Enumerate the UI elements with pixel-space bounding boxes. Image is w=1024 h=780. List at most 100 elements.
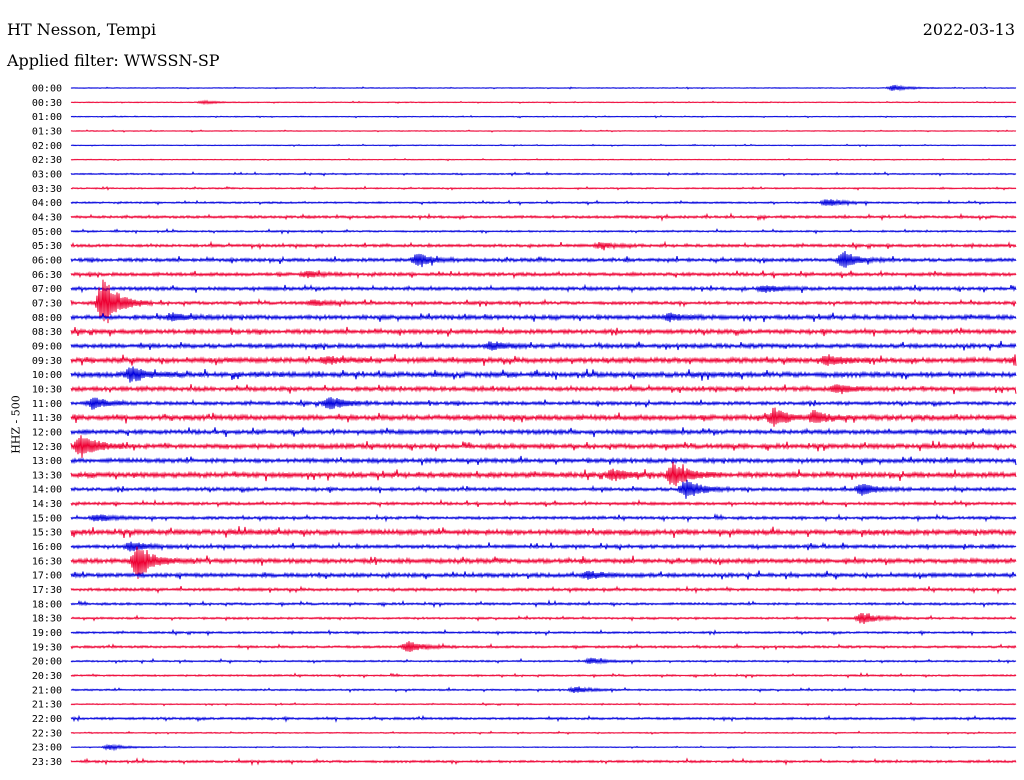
trace-row — [70, 730, 1017, 736]
trace-row — [70, 269, 1017, 280]
trace-row — [70, 240, 1017, 251]
trace-row — [70, 340, 1017, 351]
row-time-label: 00:30 — [32, 98, 62, 109]
trace-row — [70, 672, 1017, 679]
row-time-label: 21:00 — [32, 685, 62, 696]
row-time-label: 05:00 — [32, 227, 62, 238]
trace-row — [70, 641, 1017, 652]
trace-row — [70, 461, 1017, 487]
row-time-label: 09:30 — [32, 356, 62, 367]
row-time-label: 16:30 — [32, 556, 62, 567]
row-time-label: 11:30 — [32, 413, 62, 424]
trace-row — [70, 383, 1017, 395]
trace-row — [70, 686, 1017, 694]
row-time-label: 10:30 — [32, 384, 62, 395]
row-time-label: 13:30 — [32, 470, 62, 481]
row-time-label: 22:00 — [32, 714, 62, 725]
trace-row — [70, 114, 1017, 119]
trace-row — [70, 757, 1017, 767]
trace-row — [70, 479, 1017, 499]
filter-label: Applied filter: WWSSN-SP — [7, 51, 220, 70]
trace-row — [70, 99, 1017, 106]
row-time-label: 23:30 — [32, 757, 62, 768]
row-time-label: 15:30 — [32, 528, 62, 539]
row-time-label: 13:00 — [32, 456, 62, 467]
row-time-label: 06:00 — [32, 255, 62, 266]
trace-row — [70, 84, 1017, 92]
row-time-label: 16:00 — [32, 542, 62, 553]
row-time-label: 15:00 — [32, 513, 62, 524]
trace-row — [70, 585, 1017, 595]
row-time-label: 03:30 — [32, 184, 62, 195]
row-time-label: 07:30 — [32, 298, 62, 309]
trace-row — [70, 612, 1017, 625]
trace-row — [70, 570, 1017, 580]
row-time-label: 10:00 — [32, 370, 62, 381]
row-time-label: 11:00 — [32, 399, 62, 410]
trace-row — [70, 312, 1017, 323]
trace-row — [70, 283, 1017, 294]
trace-row — [70, 435, 1017, 458]
trace-row — [70, 546, 1017, 579]
row-time-label: 00:00 — [32, 84, 62, 95]
row-time-label: 18:00 — [32, 599, 62, 610]
date-label: 2022-03-13 — [922, 20, 1015, 39]
trace-row — [70, 657, 1017, 665]
trace-row — [70, 743, 1017, 752]
row-time-label: 08:30 — [32, 327, 62, 338]
row-time-label: 04:30 — [32, 212, 62, 223]
trace-row — [70, 599, 1017, 609]
row-time-label: 12:00 — [32, 427, 62, 438]
trace-row — [70, 279, 1017, 324]
row-time-label: 20:30 — [32, 671, 62, 682]
trace-row — [70, 354, 1017, 366]
row-time-label: 14:30 — [32, 499, 62, 510]
trace-row — [70, 397, 1017, 410]
row-time-label: 04:00 — [32, 198, 62, 209]
row-time-label: 18:30 — [32, 614, 62, 625]
row-time-label: 20:00 — [32, 657, 62, 668]
row-time-label: 03:00 — [32, 169, 62, 180]
row-time-label: 19:30 — [32, 642, 62, 653]
trace-row — [70, 157, 1017, 162]
trace-row — [70, 427, 1017, 438]
trace-row — [70, 526, 1017, 539]
row-time-label: 14:00 — [32, 485, 62, 496]
row-time-label: 23:00 — [32, 743, 62, 754]
station-title: HT Nesson, Tempi — [7, 20, 157, 39]
row-time-label: 05:30 — [32, 241, 62, 252]
trace-row — [70, 366, 1017, 383]
row-time-label: 12:30 — [32, 442, 62, 453]
row-time-label: 01:30 — [32, 126, 62, 137]
trace-row — [70, 714, 1017, 723]
trace-row — [70, 407, 1017, 427]
trace-row — [70, 129, 1017, 133]
row-time-label: 08:00 — [32, 313, 62, 324]
row-time-label: 09:00 — [32, 341, 62, 352]
trace-row — [70, 250, 1017, 268]
row-time-label: 01:00 — [32, 112, 62, 123]
trace-row — [70, 541, 1017, 552]
trace-row — [70, 628, 1017, 637]
trace-row — [70, 498, 1017, 508]
trace-row — [70, 171, 1017, 177]
row-time-label: 02:30 — [32, 155, 62, 166]
trace-row — [70, 455, 1017, 466]
trace-row — [70, 326, 1017, 337]
row-time-label: 07:00 — [32, 284, 62, 295]
trace-row — [70, 228, 1017, 235]
row-time-label: 17:30 — [32, 585, 62, 596]
trace-row — [70, 143, 1017, 148]
row-time-label: 19:00 — [32, 628, 62, 639]
trace-row — [70, 702, 1017, 707]
trace-row — [70, 212, 1017, 222]
row-time-label: 22:30 — [32, 728, 62, 739]
row-time-label: 17:00 — [32, 571, 62, 582]
trace-row — [70, 185, 1017, 191]
row-time-label: 21:30 — [32, 700, 62, 711]
row-time-label: 02:00 — [32, 141, 62, 152]
trace-row — [70, 198, 1017, 207]
row-time-label: 06:30 — [32, 270, 62, 281]
trace-row — [70, 513, 1017, 523]
